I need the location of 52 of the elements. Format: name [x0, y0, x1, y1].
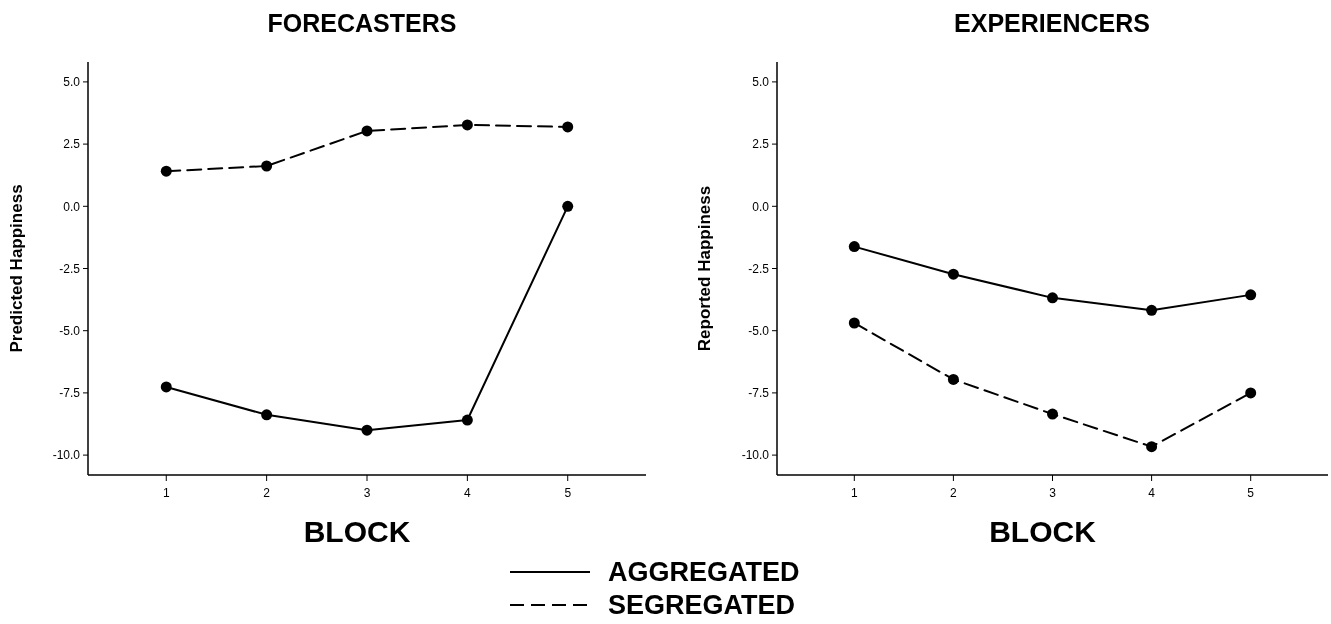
- x-tick-label: 4: [464, 486, 472, 500]
- chart-title: EXPERIENCERS: [954, 9, 1150, 37]
- point: [1146, 304, 1158, 316]
- y-axis-title: Predicted Happiness: [7, 184, 26, 353]
- x-tick-label: 3: [1049, 486, 1057, 500]
- point: [160, 165, 172, 177]
- y-tick-label: -10.0: [741, 448, 770, 463]
- x-tick-label: 4: [1148, 486, 1156, 500]
- y-tick-label: 5.0: [63, 75, 81, 90]
- point: [1047, 292, 1058, 304]
- point: [1047, 408, 1058, 420]
- point: [1146, 441, 1158, 453]
- point: [947, 268, 959, 280]
- point: [562, 200, 574, 212]
- point: [848, 317, 860, 329]
- point: [461, 414, 473, 426]
- x-tick-label: 1: [162, 486, 170, 500]
- x-tick-label: 2: [263, 486, 271, 500]
- y-tick-label: -2.5: [748, 261, 770, 276]
- x-tick-label: 5: [564, 486, 572, 500]
- chart-title: FORECASTERS: [267, 9, 457, 37]
- point: [947, 373, 959, 385]
- y-axis-title: Reported Happiness: [695, 185, 714, 352]
- y-tick-label: 0.0: [752, 199, 770, 214]
- y-tick-label: -7.5: [59, 386, 81, 401]
- x-tick-label: 3: [363, 486, 371, 500]
- point: [361, 424, 373, 436]
- point: [1245, 289, 1257, 301]
- point: [1245, 387, 1257, 399]
- x-tick-label: 5: [1247, 486, 1255, 500]
- y-tick-label: -5.0: [59, 323, 81, 338]
- point: [461, 119, 473, 131]
- point: [261, 160, 273, 172]
- point: [160, 381, 172, 393]
- legend-label: AGGREGATED: [608, 557, 800, 588]
- y-tick-label: -2.5: [59, 261, 81, 276]
- y-tick-label: -5.0: [748, 323, 770, 338]
- x-axis-title: BLOCK: [989, 515, 1097, 548]
- x-tick-label: 1: [850, 486, 858, 500]
- point: [562, 121, 574, 133]
- y-tick-label: -7.5: [748, 386, 770, 401]
- y-tick-label: 2.5: [752, 137, 770, 152]
- y-tick-label: -10.0: [52, 448, 81, 463]
- legend-label: SEGREGATED: [608, 590, 796, 621]
- y-tick-label: 0.0: [63, 199, 81, 214]
- point: [261, 409, 273, 421]
- x-axis-title: BLOCK: [303, 515, 411, 548]
- point: [361, 125, 373, 137]
- point: [848, 241, 860, 253]
- y-tick-label: 5.0: [752, 75, 770, 90]
- y-tick-label: 2.5: [63, 137, 81, 152]
- x-tick-label: 2: [950, 486, 958, 500]
